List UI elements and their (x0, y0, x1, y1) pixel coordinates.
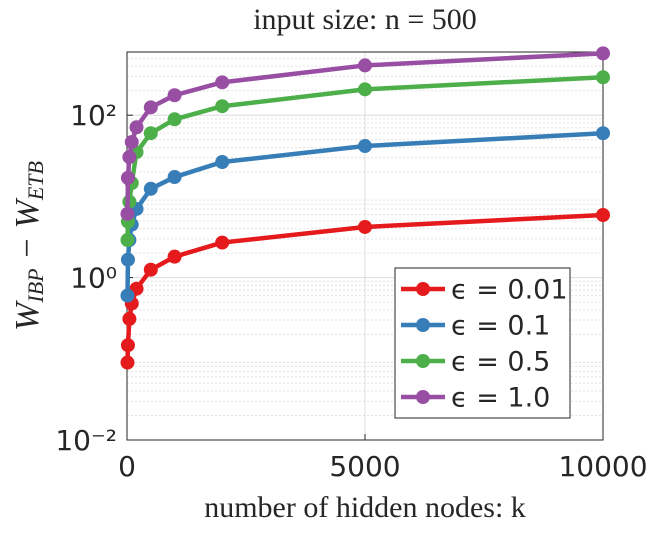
y-label-part: ETB (23, 161, 48, 201)
marker (215, 155, 230, 170)
legend-label: ϵ = 0.01 (451, 275, 568, 306)
marker (596, 46, 610, 61)
legend-marker (416, 354, 430, 368)
x-axis-label: number of hidden nodes: k (204, 491, 526, 524)
y-tick-label: 10⁰ (70, 262, 117, 295)
marker (120, 206, 135, 221)
marker (167, 88, 182, 103)
marker (215, 99, 230, 114)
y-label-part: W (9, 300, 46, 331)
marker (120, 233, 135, 248)
legend-label: ϵ = 0.5 (451, 347, 550, 378)
chart-title: input size: n = 500 (253, 3, 477, 36)
marker (143, 262, 158, 277)
marker (358, 219, 372, 234)
legend-marker (416, 390, 430, 404)
marker (120, 252, 135, 267)
marker (358, 139, 372, 154)
marker (124, 135, 139, 150)
marker (596, 126, 610, 141)
y-label-part: − W (9, 197, 46, 268)
marker (167, 170, 182, 185)
x-tick-label: 0 (118, 450, 136, 483)
x-tick-label: 10000 (558, 450, 647, 483)
y-axis-label: WIBP − WETB (9, 161, 48, 331)
marker (143, 126, 158, 141)
legend-marker (416, 318, 430, 332)
marker (596, 207, 610, 222)
legend-marker (416, 282, 430, 296)
series-line (125, 51, 604, 214)
marker (596, 70, 610, 85)
marker (167, 249, 182, 264)
y-tick-label: 10² (70, 99, 117, 132)
marker (143, 181, 158, 196)
y-tick-label: 10⁻² (55, 424, 117, 457)
series-line (125, 212, 604, 363)
marker (120, 355, 135, 370)
marker (120, 338, 135, 353)
legend-label: ϵ = 0.1 (451, 311, 550, 342)
marker (143, 100, 158, 115)
marker (129, 120, 144, 135)
marker (120, 288, 135, 303)
series-line (125, 130, 604, 296)
marker (122, 150, 137, 165)
marker (215, 75, 230, 90)
y-label-part: IBP (23, 268, 48, 303)
marker (358, 82, 372, 97)
legend-label: ϵ = 1.0 (451, 383, 550, 414)
marker (122, 311, 137, 326)
marker (358, 58, 372, 73)
marker (120, 170, 135, 185)
marker (215, 235, 230, 250)
marker (167, 112, 182, 127)
x-tick-label: 5000 (329, 450, 400, 483)
